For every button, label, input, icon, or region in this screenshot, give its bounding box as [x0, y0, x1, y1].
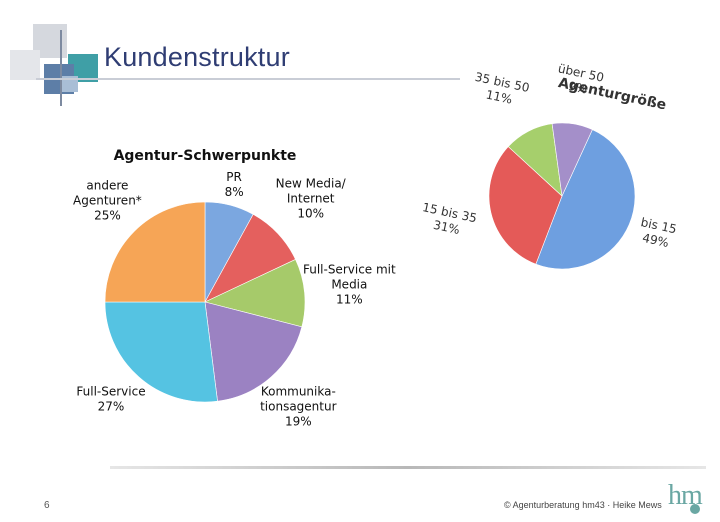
pie-slice-full-service [104, 301, 218, 403]
slice-label-full-service-mit: Full-Service mit Media 11% [303, 262, 396, 306]
pie-slice-bis-15 [535, 129, 636, 270]
footer-divider [110, 466, 706, 469]
slice-label-35-bis-50: 35 bis 5011% [471, 70, 531, 110]
decor-square-pale [62, 76, 78, 92]
title-divider [36, 78, 460, 80]
footer-copyright: © Agenturberatung hm43 · Heike Mews [504, 500, 662, 510]
pie-slice-andere [104, 201, 206, 303]
decor-square-light [10, 50, 40, 80]
pie-slice-15-bis-35 [488, 146, 563, 265]
pie-slice-full-service-mit [204, 259, 306, 328]
chart-title: Agenturgröße [557, 75, 668, 114]
logo-dot [690, 504, 700, 514]
slice-label-15-bis-35: 15 bis 3531% [418, 200, 478, 240]
pie-slice-ber-50 [551, 122, 593, 198]
slice-label-new-media: New Media/Internet 10% [276, 177, 347, 221]
slice-label-kommunika: Kommunika-tionsagentur 19% [260, 385, 337, 429]
page-number: 6 [44, 500, 50, 511]
slide-title: Kundenstruktur [104, 42, 290, 72]
slice-label-bis-15: bis 1549% [636, 215, 678, 251]
chart-title: Agentur-Schwerpunkte [114, 148, 297, 164]
slice-label-full-service: Full-Service 27% [76, 385, 145, 414]
slice-label-andere: andere Agenturen* 25% [73, 178, 142, 222]
pie-slice-kommunika [204, 301, 303, 402]
decor-line-vertical [60, 30, 62, 106]
slice-label-pr: PR 8% [225, 170, 244, 199]
